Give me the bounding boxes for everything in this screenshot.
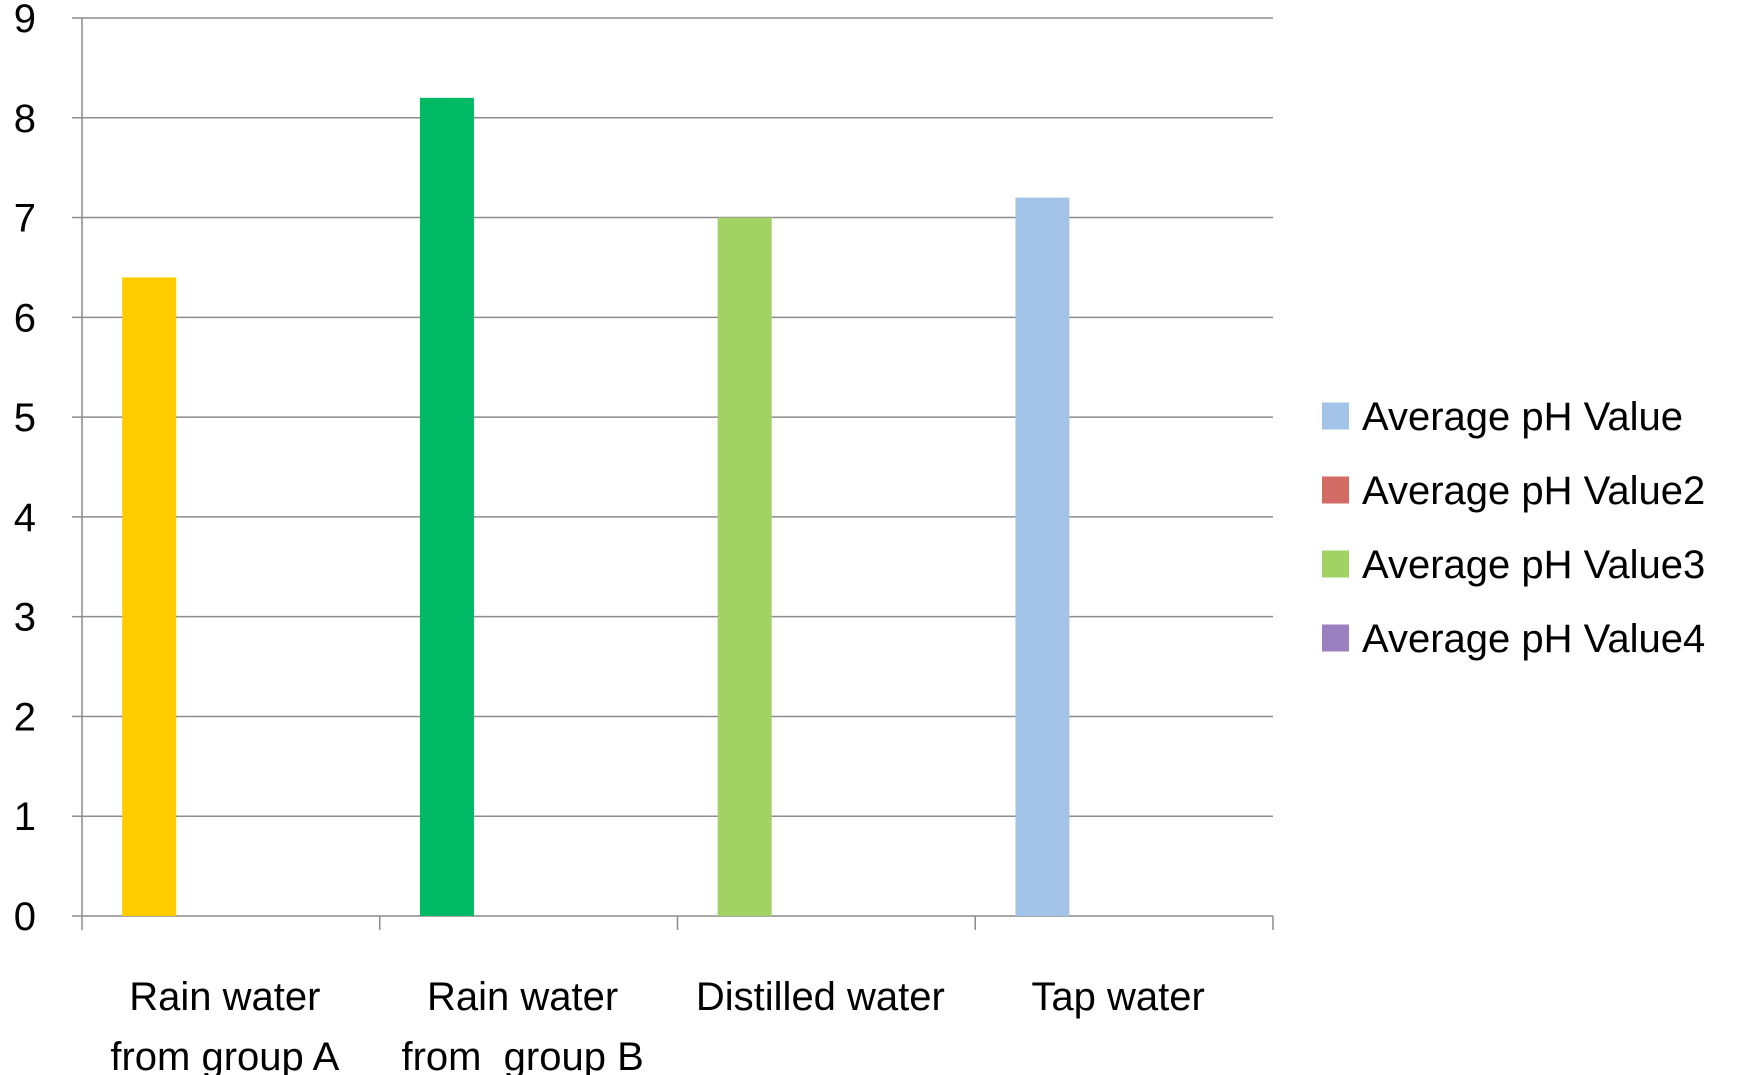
x-category-label: from group B [401, 1035, 643, 1075]
y-tick-label: 7 [14, 197, 36, 241]
legend-label: Average pH Value4 [1362, 617, 1705, 661]
x-category-label: Distilled water [696, 975, 945, 1019]
y-tick-label: 1 [14, 795, 36, 839]
x-category-label: Rain water [129, 975, 320, 1019]
y-tick-label: 2 [14, 695, 36, 739]
legend-swatch [1322, 402, 1349, 430]
y-tick-label: 8 [14, 97, 36, 141]
x-category-label: Tap water [1031, 975, 1204, 1019]
bar [419, 97, 474, 917]
legend-swatch [1322, 624, 1349, 652]
bar [717, 217, 772, 917]
x-category-label: from group A [110, 1035, 339, 1075]
y-tick-label: 6 [14, 296, 36, 340]
legend-label: Average pH Value3 [1362, 543, 1705, 587]
bar [1015, 197, 1070, 917]
y-tick-label: 4 [14, 496, 36, 540]
legend-swatch [1322, 476, 1349, 504]
y-tick-label: 5 [14, 396, 36, 440]
legend-swatch [1322, 550, 1349, 578]
legend-label: Average pH Value2 [1362, 469, 1705, 513]
bar [122, 277, 177, 916]
y-tick-label: 3 [14, 596, 36, 640]
legend-label: Average pH Value [1362, 395, 1683, 439]
y-tick-label: 9 [14, 0, 36, 41]
y-tick-label: 0 [14, 895, 36, 939]
x-category-label: Rain water [427, 975, 618, 1019]
